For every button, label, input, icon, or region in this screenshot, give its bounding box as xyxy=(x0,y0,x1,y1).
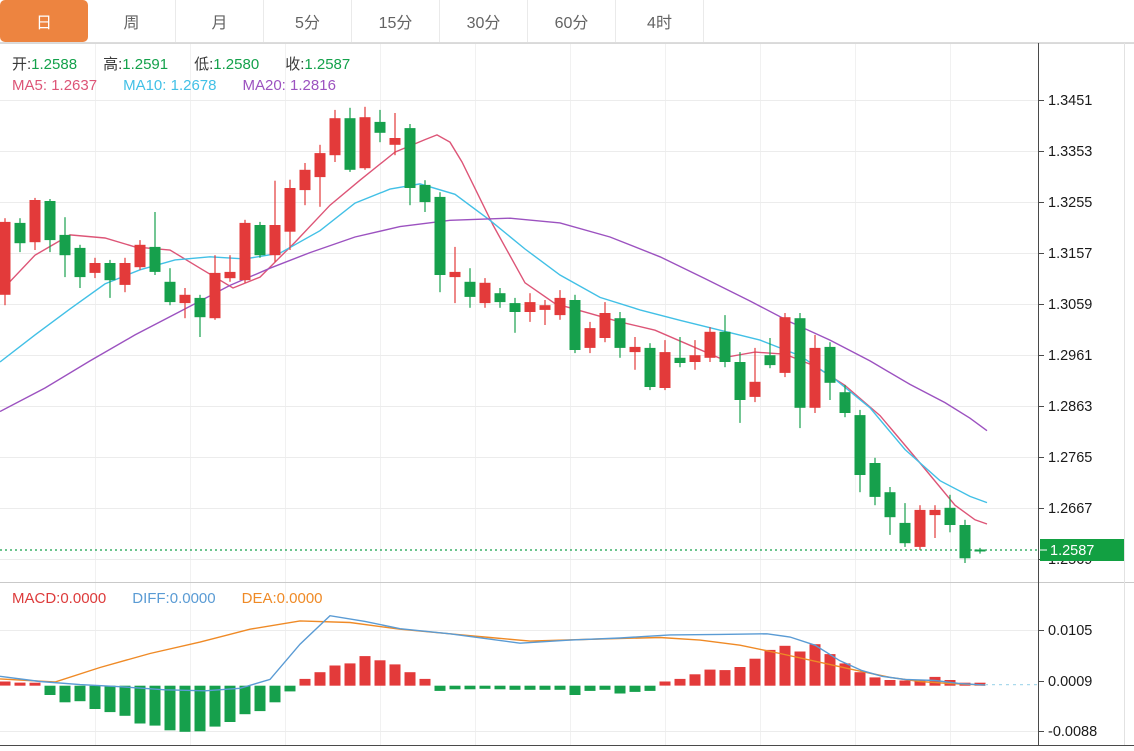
ma5-label: MA5: xyxy=(12,77,48,94)
period-tab-bar: 日 周 月 5分 15分 30分 60分 4时 xyxy=(0,0,1134,43)
macd-readout: MACD:0.0000 DIFF:0.0000 DEA:0.0000 xyxy=(12,590,349,607)
ma10-label: MA10: xyxy=(123,77,167,94)
dea-value: 0.0000 xyxy=(276,590,323,607)
svg-text:1.2765: 1.2765 xyxy=(1048,450,1092,466)
tab-30min[interactable]: 30分 xyxy=(440,0,528,42)
tab-week[interactable]: 周 xyxy=(88,0,176,42)
svg-text:1.3353: 1.3353 xyxy=(1048,144,1092,160)
high-label: 高: xyxy=(103,56,123,73)
close-label: 收: xyxy=(285,56,305,73)
tab-day[interactable]: 日 xyxy=(0,0,88,42)
svg-text:1.2587: 1.2587 xyxy=(1050,543,1094,559)
svg-text:1.3451: 1.3451 xyxy=(1048,93,1092,109)
svg-text:1.3157: 1.3157 xyxy=(1048,246,1092,262)
low-label: 低: xyxy=(194,56,214,73)
diff-value: 0.0000 xyxy=(169,590,216,607)
close-value: 1.2587 xyxy=(304,56,351,73)
open-value: 1.2588 xyxy=(31,56,78,73)
svg-text:1.3255: 1.3255 xyxy=(1048,195,1092,211)
ohlc-readout: 开:1.2588 高:1.2591 低:1.2580 收:1.2587 xyxy=(12,53,376,74)
open-label: 开: xyxy=(12,56,32,73)
macd-label: MACD: xyxy=(12,590,61,607)
svg-text:0.0009: 0.0009 xyxy=(1048,674,1092,690)
svg-text:1.2863: 1.2863 xyxy=(1048,399,1092,415)
ma20-value: 1.2816 xyxy=(290,77,336,94)
tab-60min[interactable]: 60分 xyxy=(528,0,616,42)
ma-readout: MA5: 1.2637 MA10: 1.2678 MA20: 1.2816 xyxy=(12,77,362,94)
ma5-value: 1.2637 xyxy=(51,77,98,94)
tab-15min[interactable]: 15分 xyxy=(352,0,440,42)
ma10-value: 1.2678 xyxy=(170,77,217,94)
svg-text:1.2667: 1.2667 xyxy=(1048,501,1092,517)
diff-label: DIFF: xyxy=(132,590,170,607)
svg-text:1.3059: 1.3059 xyxy=(1048,297,1092,313)
low-value: 1.2580 xyxy=(213,56,260,73)
high-value: 1.2591 xyxy=(122,56,169,73)
tab-4hour[interactable]: 4时 xyxy=(616,0,704,42)
svg-text:1.2961: 1.2961 xyxy=(1048,348,1092,364)
macd-value: 0.0000 xyxy=(60,590,107,607)
tab-month[interactable]: 月 xyxy=(176,0,264,42)
svg-text:-0.0088: -0.0088 xyxy=(1048,724,1097,740)
tab-5min[interactable]: 5分 xyxy=(264,0,352,42)
dea-label: DEA: xyxy=(241,590,277,607)
svg-text:0.0105: 0.0105 xyxy=(1048,623,1092,639)
ma20-label: MA20: xyxy=(242,77,286,94)
